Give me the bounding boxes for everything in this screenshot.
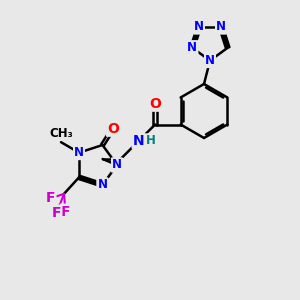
Text: O: O — [107, 122, 119, 136]
Text: H: H — [146, 134, 156, 148]
Text: O: O — [149, 97, 161, 110]
Text: N: N — [194, 20, 204, 34]
Text: N: N — [98, 178, 107, 191]
Text: N: N — [74, 146, 84, 159]
Text: F: F — [61, 205, 70, 219]
Text: N: N — [98, 178, 107, 191]
Text: F: F — [61, 205, 70, 219]
Text: N: N — [187, 41, 197, 54]
Text: O: O — [149, 97, 161, 110]
Text: F: F — [46, 191, 55, 205]
Text: N: N — [216, 20, 226, 34]
Text: N: N — [205, 54, 215, 67]
Text: N: N — [133, 134, 144, 148]
Text: N: N — [216, 20, 226, 34]
Text: F: F — [52, 206, 61, 220]
Text: N: N — [133, 134, 144, 148]
Text: N: N — [194, 20, 204, 34]
Text: N: N — [112, 158, 122, 172]
Text: N: N — [205, 54, 215, 67]
Text: N: N — [74, 146, 84, 159]
Text: CH₃: CH₃ — [49, 127, 73, 140]
Text: O: O — [107, 122, 119, 136]
Text: N: N — [112, 158, 122, 172]
Text: F: F — [52, 206, 61, 220]
Text: H: H — [146, 134, 156, 148]
Text: F: F — [46, 191, 55, 205]
Text: N: N — [187, 41, 197, 54]
